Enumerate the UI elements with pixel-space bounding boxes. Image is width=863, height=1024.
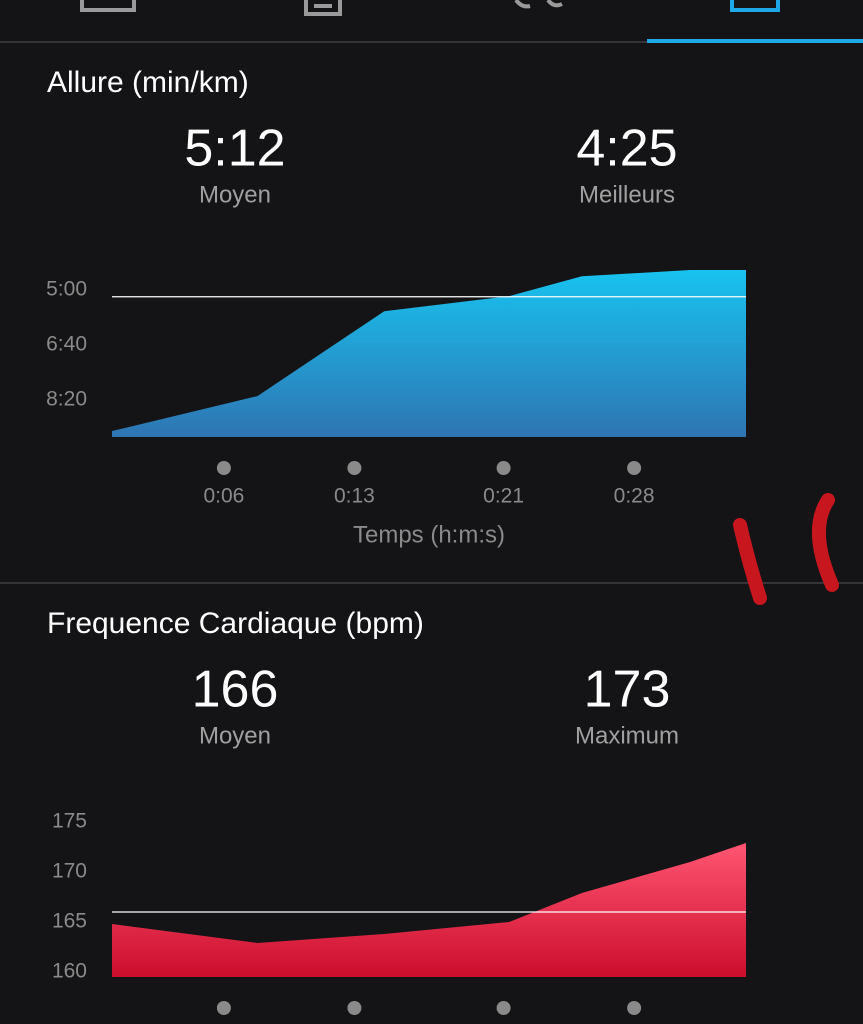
area [112,843,746,977]
x-axis-label: Temps (h:m:s) [353,521,505,548]
stat-label: Moyen [199,722,271,749]
x-tick-label: 0:13 [334,485,375,508]
y-tick-label: 5:00 [46,278,87,301]
y-tick-label: 165 [52,910,87,933]
tab-icon[interactable] [80,0,136,12]
annotation [733,518,767,605]
y-tick-label: 6:40 [46,333,87,356]
annotation [812,493,839,592]
x-tick-label: 0:21 [483,485,524,508]
section-title: Allure (min/km) [47,66,249,99]
stat-label: Moyen [199,181,271,208]
active-tab-indicator [647,39,863,43]
x-tick-label: 0:28 [614,485,655,508]
x-tick-dot [496,1001,511,1015]
tab-icon[interactable] [514,0,563,9]
x-tick-dot [496,461,511,475]
tab-bar [80,0,780,16]
x-tick-dot [347,461,362,475]
stat-label: Maximum [575,722,679,749]
annotation-marks [733,493,839,605]
x-tick-dot [216,461,231,475]
area [112,270,746,437]
stat-value: 166 [192,661,279,719]
x-tick-dot [627,461,642,475]
tab-icon[interactable] [730,0,780,12]
x-tick-dot [216,1001,231,1015]
stat-value: 173 [584,661,671,719]
x-tick-dot [347,1001,362,1015]
stat-value: 4:25 [576,120,677,178]
x-tick-label: 0:06 [203,485,244,508]
section-title: Frequence Cardiaque (bpm) [47,607,424,640]
y-tick-label: 170 [52,860,87,883]
tab-icon[interactable] [304,0,342,16]
x-tick-dot [627,1001,642,1015]
stat-label: Meilleurs [579,181,675,208]
y-tick-label: 160 [52,960,87,983]
y-tick-label: 175 [52,810,87,833]
y-tick-label: 8:20 [46,388,87,411]
stat-value: 5:12 [184,120,285,178]
